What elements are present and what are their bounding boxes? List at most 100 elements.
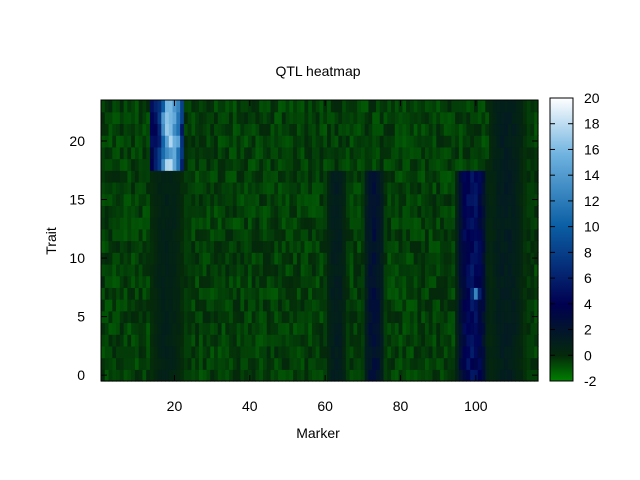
heatmap-cell — [394, 357, 400, 370]
heatmap-cell — [500, 310, 505, 324]
heatmap-cell — [240, 217, 245, 230]
heatmap-cell — [153, 357, 159, 370]
heatmap-cell — [323, 299, 328, 312]
heatmap-cell — [206, 100, 211, 113]
heatmap-cell — [534, 146, 539, 160]
heatmap-cell — [492, 240, 498, 253]
heatmap-cell — [364, 287, 370, 300]
heatmap-cell — [526, 275, 532, 288]
heatmap-cell — [210, 193, 215, 206]
heatmap-cell — [398, 357, 403, 370]
heatmap-cell — [289, 287, 294, 300]
heatmap-cell — [108, 299, 113, 312]
heatmap-cell — [534, 263, 539, 277]
heatmap-cell — [198, 123, 204, 136]
heatmap-cell — [334, 123, 339, 136]
heatmap-cell — [247, 345, 253, 359]
heatmap-cell — [293, 357, 298, 370]
heatmap-cell — [383, 310, 388, 324]
heatmap-cell — [330, 181, 336, 195]
heatmap-cell — [458, 334, 464, 347]
heatmap-cell — [319, 217, 324, 230]
heatmap-cell — [198, 252, 204, 265]
heatmap-cell — [376, 263, 381, 277]
heatmap-cell — [119, 135, 125, 148]
heatmap-cell — [368, 146, 373, 160]
heatmap-cell — [266, 146, 272, 160]
heatmap-cell — [127, 170, 132, 183]
heatmap-cell — [217, 123, 223, 136]
heatmap-cell — [323, 158, 328, 171]
heatmap-cell — [481, 263, 486, 277]
heatmap-cell — [255, 240, 260, 253]
heatmap-cell — [391, 322, 396, 335]
heatmap-cell — [285, 217, 290, 230]
heatmap-cell — [398, 287, 403, 300]
heatmap-cell — [466, 123, 471, 136]
heatmap-cell — [217, 369, 223, 382]
heatmap-cell — [383, 146, 388, 160]
heatmap-cell — [311, 158, 317, 171]
heatmap-cell — [225, 310, 230, 324]
heatmap-cell — [436, 263, 441, 277]
heatmap-cell — [424, 369, 430, 382]
heatmap-cell — [251, 275, 257, 288]
heatmap-cell — [424, 240, 430, 253]
heatmap-cell — [289, 369, 294, 382]
heatmap-cell — [473, 275, 479, 288]
heatmap-cell — [304, 287, 309, 300]
heatmap-cell — [153, 217, 159, 230]
heatmap-cell — [131, 322, 136, 335]
heatmap-cell — [217, 217, 223, 230]
heatmap-cell — [191, 357, 196, 370]
heatmap-cell — [432, 135, 437, 148]
heatmap-cell — [526, 299, 532, 312]
heatmap-cell — [191, 334, 196, 347]
heatmap-cell — [161, 193, 166, 206]
heatmap-cell — [489, 158, 494, 171]
heatmap-cell — [334, 135, 339, 148]
heatmap-cell — [504, 158, 509, 171]
heatmap-cell — [153, 252, 159, 265]
heatmap-cell — [255, 287, 260, 300]
heatmap-cell — [138, 263, 144, 277]
heatmap-cell — [116, 287, 121, 300]
heatmap-cell — [421, 111, 426, 125]
heatmap-cell — [413, 322, 419, 335]
heatmap-cell — [153, 111, 159, 125]
heatmap-cell — [244, 111, 249, 125]
heatmap-cell — [119, 322, 125, 335]
heatmap-cell — [293, 181, 298, 195]
heatmap-cell — [281, 146, 287, 160]
heatmap-cell — [176, 287, 181, 300]
heatmap-cell — [142, 345, 147, 359]
heatmap-cell — [187, 287, 193, 300]
heatmap-cell — [206, 357, 211, 370]
heatmap-cell — [229, 205, 234, 218]
heatmap-cell — [387, 205, 392, 218]
heatmap-cell — [293, 111, 298, 125]
colorbar-tick-label: 0 — [584, 347, 592, 363]
heatmap-cell — [244, 100, 249, 113]
heatmap-cell — [402, 334, 407, 347]
heatmap-cell — [165, 146, 170, 160]
heatmap-cell — [421, 181, 426, 195]
heatmap-cell — [372, 275, 377, 288]
heatmap-cell — [530, 334, 535, 347]
heatmap-cell — [492, 146, 498, 160]
heatmap-cell — [530, 205, 535, 218]
heatmap-cell — [195, 322, 200, 335]
heatmap-cell — [470, 135, 475, 148]
heatmap-cell — [123, 357, 128, 370]
heatmap-cell — [458, 158, 464, 171]
heatmap-cell — [353, 263, 358, 277]
heatmap-cell — [511, 357, 516, 370]
heatmap-cell — [334, 369, 339, 382]
heatmap-cell — [274, 193, 279, 206]
heatmap-cell — [376, 146, 381, 160]
heatmap-cell — [180, 146, 185, 160]
heatmap-cell — [504, 100, 509, 113]
heatmap-cell — [244, 310, 249, 324]
heatmap-cell — [285, 158, 290, 171]
heatmap-cell — [349, 205, 355, 218]
